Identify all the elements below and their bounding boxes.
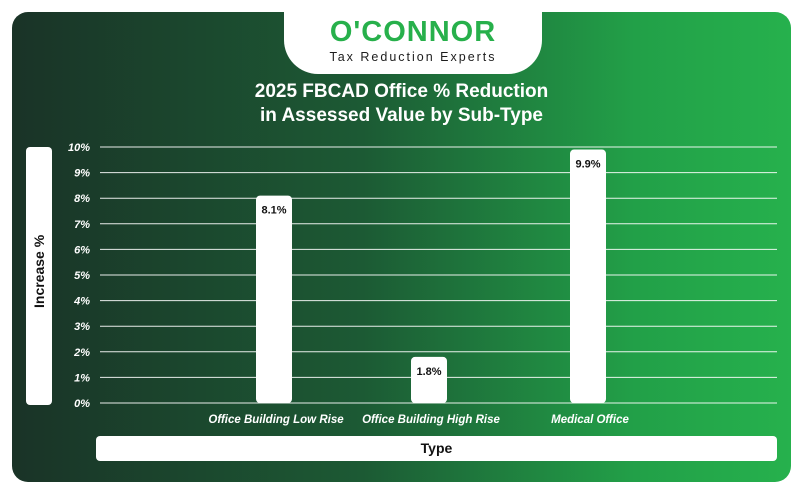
y-tick-label: 4%: [73, 296, 90, 308]
bars: [256, 149, 606, 403]
x-axis-label: Type: [96, 436, 777, 461]
logo: O'CONNOR Tax Reduction Experts: [284, 12, 542, 74]
category-labels: Office Building Low Rise Office Building …: [208, 414, 629, 426]
y-tick-label: 9%: [74, 168, 90, 180]
chart-title: 2025 FBCAD Office % Reduction in Assesse…: [12, 80, 791, 128]
y-tick-label: 3%: [74, 321, 90, 333]
bar: [570, 149, 606, 403]
y-tick-labels: 0% 1% 2% 3% 4% 5% 6% 7% 8% 9% 10%: [68, 142, 90, 410]
y-tick-label: 0%: [74, 398, 90, 410]
y-tick-label: 1%: [74, 372, 90, 384]
logo-wordmark: O'CONNOR: [329, 16, 497, 48]
y-axis-label-box: Increase %: [26, 147, 52, 405]
category-label: Office Building High Rise: [362, 414, 500, 426]
bar: [411, 356, 447, 403]
logo-tagline: Tax Reduction Experts: [329, 50, 497, 64]
category-label: Medical Office: [551, 414, 629, 426]
category-label: Office Building Low Rise: [208, 414, 344, 426]
y-tick-label: 8%: [74, 193, 90, 205]
y-tick-label: 10%: [68, 142, 90, 154]
data-label: 8.1%: [261, 205, 286, 217]
y-tick-label: 2%: [73, 347, 90, 359]
data-labels: 8.1% 1.8% 9.9%: [261, 159, 600, 378]
chart-title-line-2: in Assessed Value by Sub-Type: [260, 105, 543, 126]
data-label: 1.8%: [416, 366, 441, 378]
y-tick-label: 6%: [74, 244, 90, 256]
chart-title-line-1: 2025 FBCAD Office % Reduction: [254, 81, 549, 102]
data-label: 9.9%: [575, 159, 600, 171]
chart-card: O'CONNOR Tax Reduction Experts 2025 FBCA…: [12, 12, 791, 482]
y-tick-label: 7%: [74, 219, 90, 231]
bar: [256, 195, 292, 403]
y-tick-label: 5%: [74, 270, 90, 282]
plot-area: 0% 1% 2% 3% 4% 5% 6% 7% 8% 9% 10% 8.1% 1.8% 9.9% Off…: [68, 142, 777, 426]
